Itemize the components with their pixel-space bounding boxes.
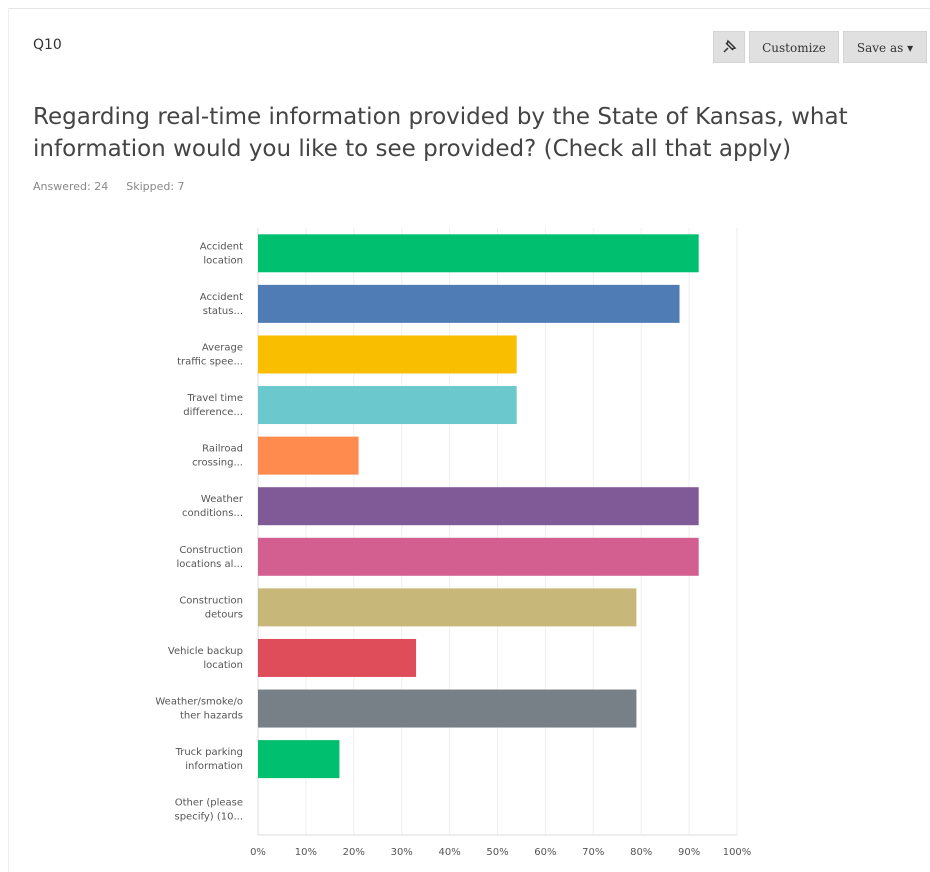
y-tick-label: Other (please xyxy=(175,798,243,809)
y-tick-label: conditions... xyxy=(182,508,243,519)
bar xyxy=(258,284,680,323)
bar xyxy=(258,740,340,779)
bar xyxy=(258,436,359,475)
response-stats: Answered: 24 Skipped: 7 xyxy=(33,180,203,193)
y-tick-label: location xyxy=(203,660,243,671)
y-tick-label: location xyxy=(203,255,243,266)
question-number: Q10 xyxy=(33,37,62,53)
x-tick-label: 10% xyxy=(295,847,317,858)
x-tick-label: 70% xyxy=(582,847,604,858)
question-title: Regarding real-time information provided… xyxy=(33,101,848,165)
y-tick-label: Accident xyxy=(200,292,243,303)
x-tick-label: 90% xyxy=(678,847,700,858)
y-tick-label: Average xyxy=(202,342,243,353)
x-tick-label: 20% xyxy=(343,847,365,858)
x-tick-label: 60% xyxy=(534,847,556,858)
y-tick-label: Vehicle backup xyxy=(168,646,243,657)
y-tick-label: Weather xyxy=(201,494,244,505)
bar xyxy=(258,335,517,374)
bar xyxy=(258,386,517,425)
y-tick-label: information xyxy=(185,761,243,772)
y-tick-label: Weather/smoke/o xyxy=(155,697,243,708)
answered: Answered: 24 xyxy=(33,180,109,193)
y-tick-label: ther hazards xyxy=(180,711,243,722)
y-tick-label: status... xyxy=(203,306,243,317)
x-tick-label: 80% xyxy=(630,847,652,858)
bar xyxy=(258,588,637,627)
pin-icon xyxy=(723,39,737,53)
x-tick-label: 0% xyxy=(250,847,266,858)
y-tick-label: Railroad xyxy=(202,444,243,455)
x-tick-label: 30% xyxy=(391,847,413,858)
pin-button[interactable] xyxy=(713,31,745,63)
y-tick-label: Truck parking xyxy=(175,747,243,758)
bar xyxy=(258,638,417,677)
x-tick-label: 50% xyxy=(486,847,508,858)
customize-button[interactable]: Customize xyxy=(749,31,839,63)
y-tick-label: locations al... xyxy=(176,559,243,570)
bar xyxy=(258,689,637,728)
y-tick-label: detours xyxy=(205,609,243,620)
title-line: Regarding real-time information provided… xyxy=(33,104,848,130)
bar xyxy=(258,487,699,526)
x-tick-label: 40% xyxy=(438,847,460,858)
save-as-label: Save as xyxy=(856,41,904,55)
bar xyxy=(258,537,699,576)
y-tick-label: Accident xyxy=(200,241,243,252)
skipped: Skipped: 7 xyxy=(126,180,185,193)
y-tick-label: specify) (10... xyxy=(175,812,244,823)
x-tick-label: 100% xyxy=(723,847,752,858)
y-tick-label: Construction xyxy=(179,595,243,606)
y-tick-label: Construction xyxy=(179,545,243,556)
title-line: information would you like to see provid… xyxy=(33,136,792,162)
save-as-button[interactable]: Save as ▾ xyxy=(843,31,927,63)
y-tick-label: difference... xyxy=(183,407,243,418)
bar xyxy=(258,234,699,273)
y-tick-label: traffic spee... xyxy=(177,356,243,367)
y-tick-label: Travel time xyxy=(187,393,244,404)
y-tick-label: crossing... xyxy=(192,458,243,469)
question-card: Q10 Customize Save as ▾ Regarding real-t… xyxy=(8,8,930,872)
